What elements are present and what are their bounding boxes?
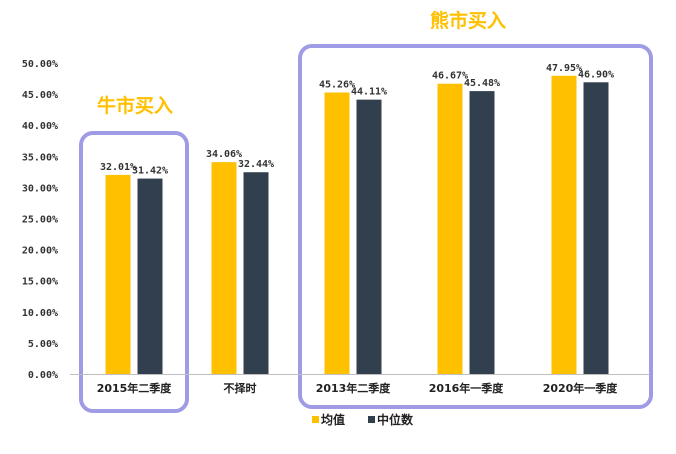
bar-median-1 (243, 172, 269, 374)
bar-mean-2 (324, 92, 350, 375)
y-tick-label: 15.00% (22, 277, 58, 288)
category-label: 2015年二季度 (97, 381, 173, 395)
y-tick-label: 30.00% (22, 183, 58, 194)
highlight-box-2 (298, 44, 653, 409)
y-tick-label: 5.00% (28, 339, 58, 350)
category-label: 2020年一季度 (543, 381, 619, 395)
y-tick-label: 20.00% (22, 246, 58, 257)
data-label-median-3: 45.48% (464, 78, 500, 89)
legend-label-mean: 均值 (321, 412, 345, 427)
bar-median-2 (356, 99, 382, 374)
y-tick-label: 10.00% (22, 308, 58, 319)
data-label-mean-1: 34.06% (206, 149, 242, 160)
data-label-median-4: 46.90% (578, 69, 614, 80)
y-tick-label: 25.00% (22, 215, 58, 226)
data-label-median-2: 44.11% (351, 87, 387, 98)
bar-mean-3 (437, 83, 463, 375)
bar-mean-0 (105, 174, 131, 374)
bar-mean-1 (211, 162, 237, 374)
data-label-median-1: 32.44% (238, 159, 274, 170)
annotation-bear-market: 熊市买入 (430, 9, 506, 32)
y-tick-label: 35.00% (22, 152, 58, 163)
category-label: 2013年二季度 (316, 381, 392, 395)
data-label-mean-3: 46.67% (432, 71, 468, 82)
y-tick-label: 40.00% (22, 121, 58, 132)
bar-median-3 (469, 91, 495, 374)
highlight-box-1 (79, 131, 189, 413)
data-label-median-0: 31.42% (132, 166, 168, 177)
category-label: 不择时 (224, 381, 257, 395)
data-label-mean-0: 32.01% (100, 162, 136, 173)
bar-median-4 (583, 82, 609, 375)
legend-swatch-mean (312, 416, 319, 423)
category-label: 2016年一季度 (429, 381, 505, 395)
y-tick-label: 50.00% (22, 59, 58, 70)
y-tick-label: 45.00% (22, 90, 58, 101)
bar-mean-4 (551, 75, 577, 374)
data-label-mean-4: 47.95% (546, 63, 582, 74)
legend-label-median: 中位数 (377, 412, 414, 427)
bar-median-0 (137, 178, 163, 374)
legend-swatch-median (368, 416, 375, 423)
annotation-bull-market: 牛市买入 (97, 94, 173, 117)
data-label-mean-2: 45.26% (319, 79, 355, 90)
y-tick-label: 0.00% (28, 370, 58, 381)
